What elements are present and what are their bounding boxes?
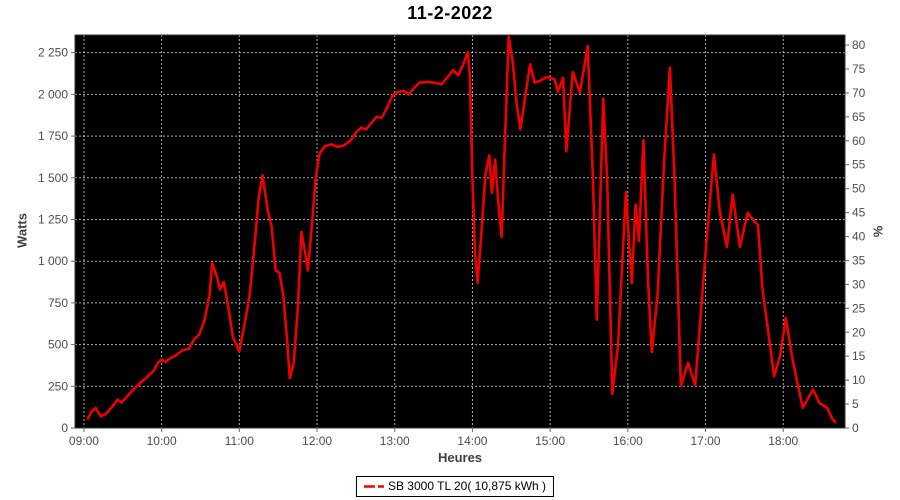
chart-title: 11-2-2022: [407, 3, 493, 23]
y-right-tick-label: 60: [852, 134, 866, 148]
x-tick-label: 12:00: [302, 434, 332, 448]
y-left-tick-label: 1 000: [38, 254, 68, 268]
plot-border: [74, 34, 846, 429]
x-tick-label: 18:00: [768, 434, 798, 448]
legend-line-icon: [363, 484, 384, 488]
legend: SB 3000 TL 20( 10,875 kWh ): [355, 476, 555, 497]
x-axis-title: Heures: [437, 450, 483, 465]
y-right-tick-label: 70: [852, 86, 866, 100]
x-tick-label: 14:00: [457, 434, 487, 448]
y-left-tick-label: 2 250: [38, 46, 68, 60]
y-right-tick-label: 15: [852, 349, 866, 363]
y-right-tick-label: 45: [852, 206, 866, 220]
y-right-tick-label: 0: [852, 421, 859, 435]
y-right-tick-label: 35: [852, 253, 866, 267]
y-right-tick-label: 20: [852, 325, 866, 339]
y-right-tick-label: 40: [852, 230, 866, 244]
y-right-tick-label: 5: [852, 397, 859, 411]
y-left-tick-label: 750: [48, 296, 68, 310]
x-tick-label: 11:00: [225, 434, 254, 448]
y-right-tick-label: 65: [852, 110, 866, 124]
y-left-tick-label: 2 000: [38, 87, 68, 101]
y-right-tick-label: 80: [852, 38, 866, 52]
y-right-tick-label: 10: [852, 373, 866, 387]
y-left-tick-label: 0: [61, 421, 68, 435]
y-right-tick-label: 75: [852, 62, 866, 76]
y-left-tick-label: 1 250: [38, 212, 68, 226]
x-tick-label: 17:00: [691, 434, 721, 448]
y-axis-title-watts: Watts: [14, 213, 30, 248]
y-left-tick-label: 500: [48, 338, 68, 352]
x-tick-label: 09:00: [69, 434, 99, 448]
y-left-tick-label: 1 500: [38, 171, 68, 185]
series-line: [86, 35, 837, 424]
y-right-tick-label: 50: [852, 182, 866, 196]
y-axis-title-percent: %: [870, 225, 886, 238]
y-left-tick-label: 1 750: [38, 129, 68, 143]
legend-label: SB 3000 TL 20( 10,875 kWh ): [387, 479, 547, 493]
x-tick-label: 15:00: [535, 434, 565, 448]
y-right-tick-label: 55: [852, 158, 866, 172]
y-left-tick-label: 250: [48, 379, 68, 393]
y-right-tick-label: 30: [852, 277, 866, 291]
x-tick-label: 10:00: [147, 434, 177, 448]
x-tick-label: 16:00: [613, 434, 643, 448]
plot-background: [75, 35, 845, 428]
x-tick-label: 13:00: [380, 434, 410, 448]
y-right-tick-label: 25: [852, 301, 866, 315]
